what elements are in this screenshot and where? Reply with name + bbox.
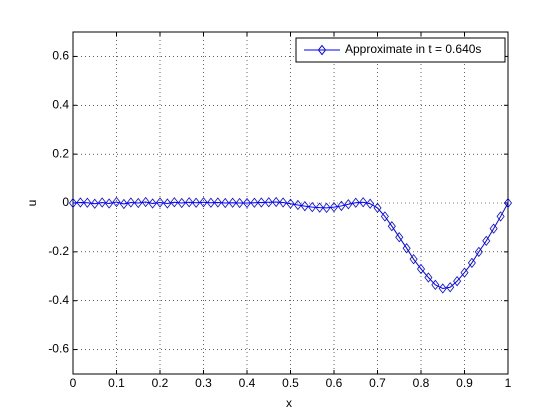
data-marker <box>293 199 302 211</box>
data-marker <box>155 197 165 208</box>
data-marker <box>373 202 382 214</box>
data-marker <box>380 211 389 222</box>
x-tick-label: 0.4 <box>239 376 256 390</box>
x-tick-label: 0.2 <box>152 376 169 390</box>
x-tick-label: 0.6 <box>326 376 343 390</box>
legend-label: Approximate in t = 0.640s <box>345 42 481 56</box>
data-marker <box>424 272 433 283</box>
data-marker <box>460 267 469 278</box>
data-marker <box>496 211 505 222</box>
y-axis-label: u <box>25 200 39 207</box>
data-marker <box>90 198 99 209</box>
data-marker <box>163 198 172 209</box>
data-marker <box>177 197 186 209</box>
data-marker <box>221 197 230 209</box>
x-tick-label: 0.3 <box>195 376 212 390</box>
x-axis-label: x <box>286 396 292 410</box>
data-marker <box>431 279 440 290</box>
legend-marker <box>317 44 327 56</box>
data-marker <box>286 198 295 209</box>
data-marker <box>344 199 353 210</box>
data-marker <box>446 282 455 293</box>
data-marker <box>359 197 368 208</box>
y-tick-label: 0 <box>62 195 69 209</box>
y-tick-label: -0.6 <box>48 342 69 356</box>
data-marker <box>279 197 288 208</box>
data-marker <box>119 198 128 210</box>
data-marker <box>148 198 157 209</box>
data-marker <box>199 197 208 208</box>
x-tick-label: 0.7 <box>369 376 386 390</box>
y-tick-label: 0.2 <box>52 146 69 160</box>
data-marker <box>185 197 194 208</box>
x-tick-label: 0.5 <box>282 376 299 390</box>
data-marker <box>272 196 281 208</box>
data-marker <box>474 246 483 258</box>
data-marker <box>467 257 476 269</box>
data-marker <box>409 254 418 265</box>
data-marker <box>126 197 135 208</box>
data-marker <box>482 235 491 247</box>
data-marker <box>402 243 411 254</box>
y-tick-label: 0.4 <box>52 97 69 111</box>
data-marker <box>228 197 237 208</box>
x-tick-label: 0.1 <box>108 376 125 390</box>
data-marker <box>235 197 244 209</box>
data-marker <box>438 283 447 294</box>
y-tick-label: -0.4 <box>48 293 69 307</box>
data-marker <box>250 197 259 208</box>
data-marker <box>300 201 309 212</box>
y-tick-label: 0.6 <box>52 49 69 63</box>
x-tick-label: 1 <box>505 376 512 390</box>
data-marker <box>83 197 92 208</box>
x-tick-label: 0.9 <box>456 376 473 390</box>
data-marker <box>387 221 396 232</box>
data-marker <box>134 197 143 209</box>
data-marker <box>329 202 339 213</box>
data-marker <box>337 200 346 212</box>
series-line <box>72 201 509 290</box>
data-marker <box>366 198 375 209</box>
data-marker <box>192 197 201 208</box>
data-marker <box>76 197 85 208</box>
data-marker <box>315 202 324 213</box>
data-marker <box>68 197 78 209</box>
data-marker <box>141 196 150 208</box>
x-tick-label: 0 <box>70 376 77 390</box>
data-marker <box>416 263 426 275</box>
data-marker <box>489 223 498 234</box>
data-marker <box>264 197 273 208</box>
data-marker <box>170 197 179 208</box>
data-marker <box>213 197 222 208</box>
data-marker <box>98 197 107 208</box>
x-tick-label: 0.8 <box>413 376 430 390</box>
data-marker <box>395 232 404 243</box>
data-marker <box>503 197 513 209</box>
data-marker <box>105 198 114 209</box>
data-marker <box>322 202 331 214</box>
data-marker <box>112 196 121 208</box>
data-marker <box>257 197 266 208</box>
y-tick-label: -0.2 <box>48 244 69 258</box>
data-marker <box>351 197 360 208</box>
data-marker <box>453 276 462 287</box>
data-marker <box>206 197 215 208</box>
data-marker <box>242 197 252 209</box>
data-marker <box>308 202 317 213</box>
